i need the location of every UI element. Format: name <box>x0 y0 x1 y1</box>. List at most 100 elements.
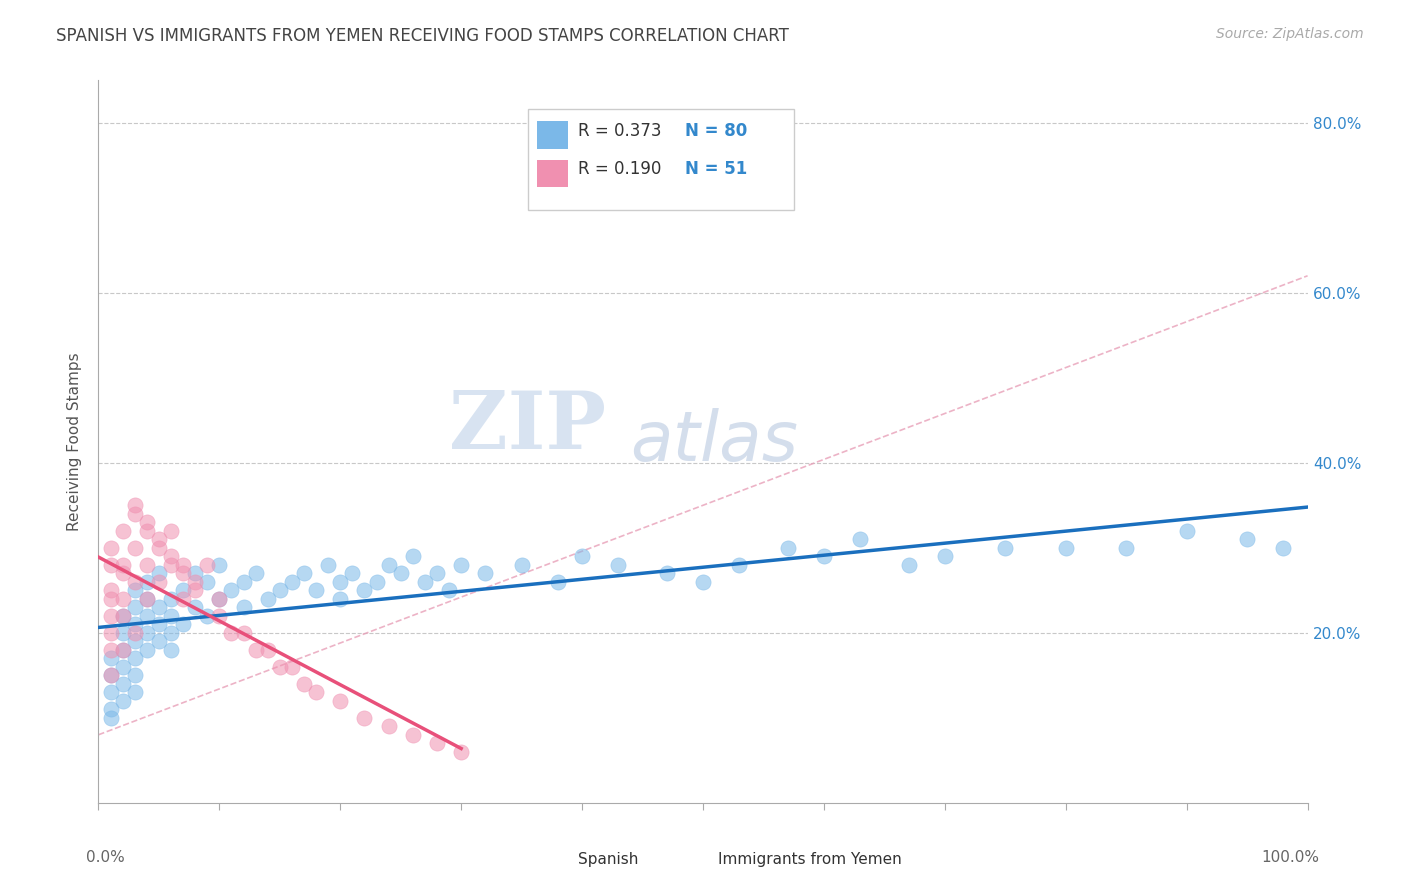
Point <box>135 591 157 606</box>
Point <box>305 583 328 598</box>
Point <box>100 583 122 598</box>
Point <box>124 583 146 598</box>
Point <box>353 583 375 598</box>
Text: R = 0.190: R = 0.190 <box>578 161 662 178</box>
Point <box>849 533 872 547</box>
FancyBboxPatch shape <box>685 850 711 871</box>
Point <box>195 608 218 623</box>
Point <box>692 574 714 589</box>
Point <box>172 617 194 632</box>
Point <box>1272 541 1295 555</box>
FancyBboxPatch shape <box>546 850 572 871</box>
Point <box>111 591 134 606</box>
Point <box>292 677 315 691</box>
Point <box>1236 533 1258 547</box>
Y-axis label: Receiving Food Stamps: Receiving Food Stamps <box>67 352 83 531</box>
Point <box>281 574 304 589</box>
Point <box>124 498 146 512</box>
Point <box>510 558 533 572</box>
Point <box>100 668 122 682</box>
Text: 0.0%: 0.0% <box>86 849 125 864</box>
Point <box>1054 541 1077 555</box>
Text: Immigrants from Yemen: Immigrants from Yemen <box>717 853 901 867</box>
Text: 100.0%: 100.0% <box>1261 849 1320 864</box>
Point <box>377 719 399 733</box>
Point <box>124 541 146 555</box>
Point <box>124 668 146 682</box>
Point <box>208 558 231 572</box>
Point <box>100 651 122 665</box>
Point <box>184 574 207 589</box>
Point <box>124 685 146 699</box>
Point <box>269 660 291 674</box>
Point <box>135 524 157 538</box>
Point <box>245 642 267 657</box>
Point <box>111 694 134 708</box>
Point <box>342 566 364 581</box>
Point <box>728 558 751 572</box>
Point <box>377 558 399 572</box>
Point <box>172 591 194 606</box>
Point <box>160 625 183 640</box>
Point <box>124 600 146 615</box>
Text: ZIP: ZIP <box>450 388 606 467</box>
Point <box>135 558 157 572</box>
Point <box>184 583 207 598</box>
Text: N = 51: N = 51 <box>685 161 747 178</box>
Point <box>934 549 956 564</box>
Text: Source: ZipAtlas.com: Source: ZipAtlas.com <box>1216 27 1364 41</box>
FancyBboxPatch shape <box>527 109 793 211</box>
Point <box>111 566 134 581</box>
Point <box>269 583 291 598</box>
Point <box>148 566 170 581</box>
Point <box>160 591 183 606</box>
Point <box>160 558 183 572</box>
Point <box>111 642 134 657</box>
Point <box>100 711 122 725</box>
Point <box>124 625 146 640</box>
Point <box>135 516 157 530</box>
Point <box>208 591 231 606</box>
Point <box>135 591 157 606</box>
Point <box>172 583 194 598</box>
Point <box>111 625 134 640</box>
Point <box>124 617 146 632</box>
Point <box>292 566 315 581</box>
Point <box>135 625 157 640</box>
Text: N = 80: N = 80 <box>685 122 747 140</box>
Point <box>402 728 425 742</box>
Point <box>100 625 122 640</box>
Point <box>148 541 170 555</box>
Point <box>402 549 425 564</box>
Point <box>111 677 134 691</box>
Point <box>100 541 122 555</box>
Point <box>329 591 352 606</box>
Point <box>111 608 134 623</box>
Point <box>232 600 254 615</box>
Point <box>160 524 183 538</box>
Point <box>208 608 231 623</box>
Point <box>426 736 449 750</box>
Point <box>135 642 157 657</box>
Point <box>655 566 678 581</box>
Point <box>329 694 352 708</box>
Point <box>256 591 278 606</box>
Point <box>195 574 218 589</box>
Point <box>195 558 218 572</box>
Point <box>450 745 472 759</box>
Point <box>571 549 593 564</box>
Point <box>353 711 375 725</box>
Point <box>184 566 207 581</box>
Point <box>897 558 920 572</box>
Point <box>305 685 328 699</box>
Point <box>232 625 254 640</box>
Point <box>281 660 304 674</box>
Point <box>111 608 134 623</box>
Point <box>437 583 460 598</box>
Point <box>111 660 134 674</box>
Point <box>111 558 134 572</box>
Point <box>256 642 278 657</box>
Point <box>221 583 243 598</box>
Point <box>100 591 122 606</box>
Point <box>148 617 170 632</box>
